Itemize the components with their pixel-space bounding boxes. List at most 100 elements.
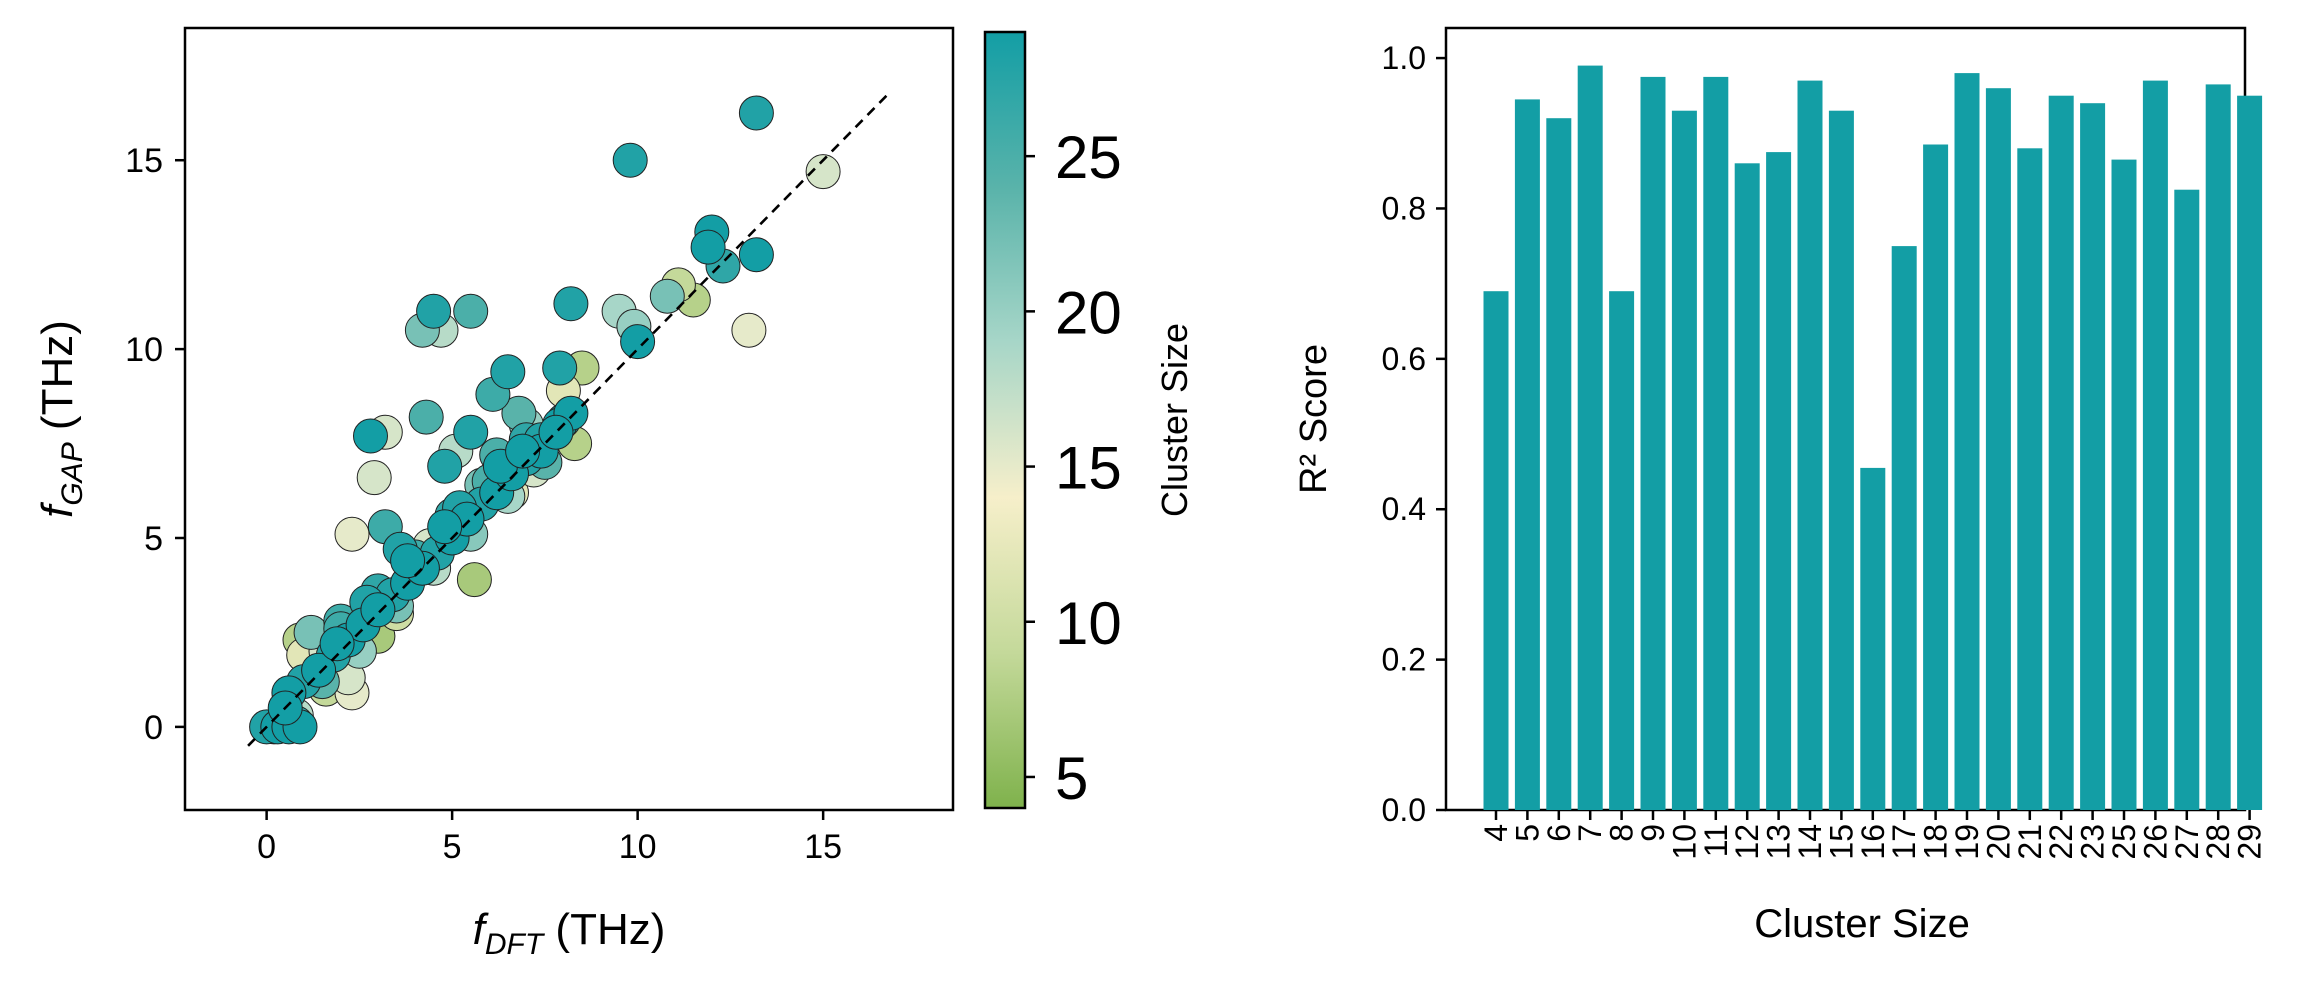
colorbar-ticks: 5 10 15 20 25	[1025, 124, 1122, 812]
colorbar-tick-label: 10	[1055, 590, 1122, 657]
bar	[1546, 118, 1572, 810]
bar	[1923, 144, 1949, 810]
bar	[2205, 84, 2231, 810]
y-tick-label: 10	[125, 331, 163, 369]
scatter-point	[416, 293, 452, 329]
bar-x-tick-label: 11	[1698, 824, 1734, 857]
scatter-point	[731, 312, 767, 348]
bar-x-tick-label: 25	[2106, 824, 2142, 860]
bar-panel: 0.00.20.40.60.81.0 456789101112131415161…	[1293, 26, 2268, 946]
bar	[1860, 467, 1886, 810]
scatter-point	[690, 229, 726, 265]
x-tick-label: 5	[443, 828, 462, 866]
scatter-point	[538, 414, 574, 450]
scatter-y-axis-label: fGAP (THz)	[33, 320, 89, 518]
bar-x-tick-label: 6	[1541, 824, 1577, 842]
bar	[2237, 95, 2263, 810]
bar	[2111, 159, 2137, 811]
bars	[1483, 65, 2263, 811]
bar-x-tick-label: 15	[1823, 824, 1859, 860]
bar	[1671, 110, 1697, 810]
scatter-point	[505, 433, 541, 469]
bar-y-axis-label: R² Score	[1293, 344, 1335, 494]
bar	[1985, 88, 2011, 810]
scatter-plot-frame	[183, 26, 955, 812]
colorbar-tick-label: 20	[1055, 279, 1122, 346]
scatter-point	[542, 350, 578, 386]
scatter-point	[427, 509, 463, 545]
colorbar: 5 10 15 20 25 Cluster Size	[983, 30, 1195, 812]
bar-y-tick-label: 0.0	[1382, 792, 1426, 828]
scatter-panel: 0 5 10 15 0 5 10 15 fDFT (THz) fGAP (THz)	[33, 26, 955, 961]
scatter-y-ticks: 0 5 10 15	[125, 142, 185, 747]
bar-x-tick-label: 22	[2043, 824, 2079, 860]
bar	[1797, 80, 1823, 811]
bar-x-tick-label: 20	[1980, 824, 2016, 860]
bar-x-tick-label: 7	[1572, 824, 1608, 842]
colorbar-gradient	[983, 30, 1027, 810]
scatter-point	[301, 652, 337, 688]
scatter-point	[620, 324, 656, 360]
scatter-point	[408, 399, 444, 435]
bar-y-tick-label: 0.6	[1382, 341, 1426, 377]
bar	[1734, 163, 1760, 811]
bar-x-tick-label: 29	[2232, 824, 2268, 860]
bar-x-tick-label: 10	[1666, 824, 1702, 860]
y-label-unit: (THz)	[33, 320, 82, 442]
bar	[1609, 291, 1635, 810]
scatter-x-axis-label: fDFT (THz)	[473, 905, 666, 961]
colorbar-tick-label: 15	[1055, 435, 1122, 502]
bar-x-tick-label: 5	[1509, 824, 1545, 842]
scatter-point	[490, 354, 526, 390]
scatter-point	[612, 142, 648, 178]
colorbar-label: Cluster Size	[1154, 323, 1195, 517]
scatter-point	[353, 418, 388, 454]
bar-x-tick-label: 19	[1949, 824, 1985, 860]
bar-x-tick-label: 26	[2137, 824, 2173, 860]
bar-x-ticks: 4567891011121314151617181920212223252627…	[1478, 810, 2268, 860]
bar-x-tick-label: 23	[2075, 824, 2111, 860]
scatter-point	[427, 448, 463, 484]
scatter-point	[738, 237, 774, 273]
bar-y-tick-label: 0.4	[1382, 491, 1426, 527]
y-tick-label: 0	[144, 709, 163, 747]
scatter-x-ticks: 0 5 10 15	[257, 810, 842, 866]
y-tick-label: 15	[125, 142, 163, 180]
colorbar-tick-label: 5	[1055, 745, 1088, 812]
x-tick-label: 0	[257, 828, 276, 866]
scatter-point	[453, 293, 489, 329]
bar-x-tick-label: 12	[1729, 824, 1765, 860]
scatter-point	[456, 562, 492, 598]
bar	[2048, 95, 2074, 810]
bar-y-tick-label: 0.8	[1382, 190, 1426, 226]
bar-x-tick-label: 14	[1792, 824, 1828, 860]
bar-x-tick-label: 16	[1855, 824, 1891, 860]
bar	[1640, 76, 1666, 810]
bar	[1766, 152, 1792, 811]
bar	[1703, 76, 1729, 810]
scatter-point	[738, 95, 774, 131]
bar-x-tick-label: 27	[2169, 824, 2205, 860]
bar	[1954, 73, 1980, 811]
scatter-point	[805, 154, 841, 190]
bar-x-tick-label: 8	[1604, 824, 1640, 842]
bar	[2142, 80, 2168, 811]
bar	[1828, 110, 1854, 810]
bar-x-tick-label: 18	[1918, 824, 1954, 860]
bar-x-tick-label: 17	[1886, 824, 1922, 860]
scatter-point	[390, 543, 426, 579]
x-label-subscript: DFT	[485, 928, 546, 961]
bar-x-tick-label: 13	[1761, 824, 1797, 860]
scatter-point	[319, 626, 355, 662]
bar-y-tick-label: 1.0	[1382, 40, 1426, 76]
scatter-point	[453, 414, 489, 450]
scatter-point	[360, 592, 396, 628]
bar-y-ticks: 0.0 0.2 0.4 0.6 0.8 1.0	[1382, 40, 1446, 828]
x-label-unit: (THz)	[543, 905, 665, 954]
bar	[2017, 148, 2043, 811]
y-label-subscript: GAP	[56, 442, 89, 505]
scatter-point	[334, 516, 370, 552]
scatter-point	[649, 278, 685, 314]
bar-x-tick-label: 28	[2200, 824, 2236, 860]
